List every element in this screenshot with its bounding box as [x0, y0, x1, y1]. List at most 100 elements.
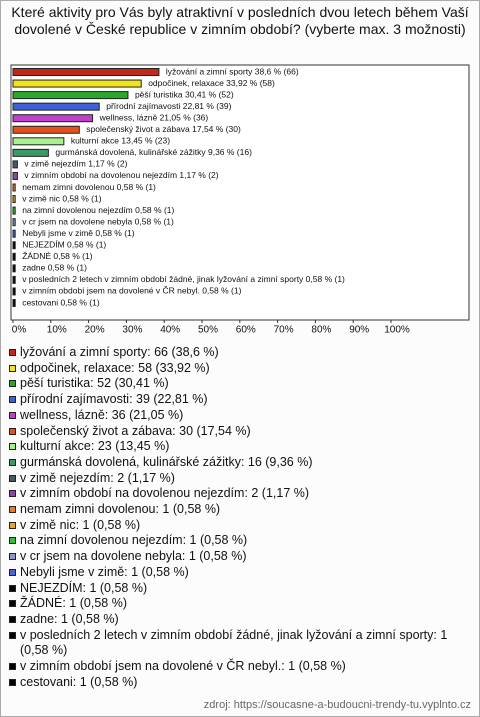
x-tick-label: 80%: [311, 325, 331, 336]
value-label: v zimě nejezdím 1,17 % (2): [24, 159, 127, 169]
legend-entry: pěší turistika: 52 (30,41 %): [9, 376, 475, 392]
legend-label: v posledních 2 letech v zimním období žá…: [20, 627, 448, 658]
legend-swatch: [9, 584, 16, 592]
value-label: nemam zimni dovolenou 0,58 % (1): [22, 182, 156, 192]
legend-entry: NEJEZDÍM: 1 (0,58 %): [9, 581, 475, 597]
legend-label: v zimě nejezdím: 2 (1,17 %): [20, 470, 175, 485]
legend-label: ŽÁDNÉ: 1 (0,58 %): [20, 596, 127, 611]
value-label: odpočinek, relaxace 33,92 % (58): [148, 78, 275, 88]
bar: [12, 229, 16, 238]
bar: [12, 68, 160, 76]
bar: [12, 252, 16, 261]
legend-swatch: [9, 521, 16, 529]
legend-entry: na zimní dovolenou nejezdím: 1 (0,58 %): [9, 533, 475, 549]
legend-swatch: [9, 506, 16, 514]
legend-entry: společenský život a zábava: 30 (17,54 %): [9, 424, 475, 440]
bar: [12, 287, 16, 296]
value-label: přírodní zajímavosti 22,81 % (39): [106, 101, 231, 111]
legend-entry: cestovani: 1 (0,58 %): [9, 675, 475, 691]
legend-entry: přírodní zajímavosti: 39 (22,81 %): [9, 392, 475, 408]
legend-swatch: [9, 474, 16, 482]
chart-title: Které aktivity pro Vás byly atraktivní v…: [11, 4, 469, 37]
legend-label: v cr jsem na dovolene nebyla: 1 (0,58 %): [20, 549, 247, 564]
legend-entry: v zimě nic: 1 (0,58 %): [9, 518, 475, 534]
legend-swatch: [9, 427, 16, 435]
legend-swatch: [9, 349, 16, 356]
bar: [12, 218, 16, 227]
value-label: Nebyli jsme v zimě 0,58 % (1): [22, 228, 135, 238]
value-label: společenský život a zábava 17,54 % (30): [86, 124, 241, 134]
legend-swatch: [9, 663, 16, 671]
legend: lyžování a zimní sporty: 66 (38,6 %) odpo…: [9, 345, 475, 690]
legend-swatch: [9, 443, 16, 451]
legend-label: lyžování a zimní sporty: 66 (38,6 %): [20, 345, 219, 359]
legend-label: v zimě nic: 1 (0,58 %): [20, 517, 141, 532]
legend-swatch: [9, 553, 16, 561]
bar: [12, 160, 18, 169]
value-label: na zimní dovolenou nejezdím 0,58 % (1): [22, 205, 174, 215]
value-label: wellness, lázně 21,05 % (36): [99, 112, 209, 122]
legend-label: cestovani: 1 (0,58 %): [20, 674, 138, 689]
legend-label: v zimním období na dovolenou nejezdím: 2…: [20, 486, 310, 501]
value-label: cestovani 0,58 % (1): [22, 297, 100, 307]
bar: [12, 171, 18, 180]
legend-entry: zadne: 1 (0,58 %): [9, 612, 475, 628]
x-tick-label: 30%: [122, 325, 142, 336]
bar: [12, 264, 16, 273]
legend-label: zadne: 1 (0,58 %): [20, 611, 119, 626]
value-label: v zimě nic 0,58 % (1): [22, 193, 102, 203]
legend-entry: lyžování a zimní sporty: 66 (38,6 %): [9, 345, 475, 361]
legend-entry: v cr jsem na dovolene nebyla: 1 (0,58 %): [9, 549, 475, 565]
legend-entry: kulturní akce: 23 (13,45 %): [9, 439, 475, 455]
legend-swatch: [9, 458, 16, 466]
legend-entry: ŽÁDNÉ: 1 (0,58 %): [9, 596, 475, 612]
value-label: v posledních 2 letech v zimním období žá…: [22, 274, 345, 284]
legend-swatch: [9, 411, 16, 419]
value-label: lyžování a zimní sporty 38,6 % (66): [166, 66, 299, 76]
bar: [12, 79, 142, 88]
x-tick-label: 90%: [349, 325, 369, 336]
value-label: ŽÁDNÉ 0,58 % (1): [22, 251, 93, 261]
legend-entry: gurmánská dovolená, kulinářské zážitky: …: [9, 455, 475, 471]
legend-swatch: [9, 537, 16, 545]
legend-entry: v zimním období na dovolenou nejezdím: 2…: [9, 486, 475, 502]
legend-label: Nebyli jsme v zimě: 1 (0,58 %): [20, 564, 189, 579]
value-label: v zimním období jsem na dovolené v ČR ne…: [22, 286, 241, 296]
value-label: zadne 0,58 % (1): [22, 263, 87, 273]
chart: 0% 10% 20% 30% 40% 50% 60% 70% 80% 90% 100% lyžován…: [10, 64, 470, 336]
bar: [12, 125, 80, 134]
legend-label: společenský život a zábava: 30 (17,54 %): [20, 423, 251, 438]
legend-label: gurmánská dovolená, kulinářské zážitky: …: [20, 454, 313, 469]
value-label: gurmánská dovolená, kulinářské zážitky 9…: [55, 147, 252, 157]
bar: [12, 299, 16, 307]
value-label: pěší turistika 30,41 % (52): [135, 89, 234, 99]
legend-entry: odpočinek, relaxace: 58 (33,92 %): [9, 361, 475, 377]
legend-swatch: [9, 600, 16, 608]
x-tick-label: 40%: [160, 325, 180, 336]
legend-label: odpočinek, relaxace: 58 (33,92 %): [20, 360, 210, 375]
legend-swatch: [9, 631, 16, 639]
value-label: v zimním období na dovolenou nejezdím 1,…: [24, 170, 218, 180]
bar: [12, 275, 16, 284]
x-tick-label: 50%: [198, 325, 218, 336]
legend-label: NEJEZDÍM: 1 (0,58 %): [20, 580, 148, 595]
value-label: v cr jsem na dovolene nebyla 0,58 % (1): [22, 216, 174, 226]
legend-entry: v zimě nejezdím: 2 (1,17 %): [9, 471, 475, 487]
bar: [12, 91, 129, 100]
bar: [12, 137, 65, 146]
legend-swatch: [9, 490, 16, 498]
legend-swatch: [9, 678, 16, 686]
bar: [12, 206, 16, 215]
x-tick-label: 0%: [12, 325, 27, 336]
legend-label: kulturní akce: 23 (13,45 %): [20, 439, 170, 454]
bar: [12, 195, 16, 204]
legend-swatch: [9, 380, 16, 388]
legend-entry: Nebyli jsme v zimě: 1 (0,58 %): [9, 565, 475, 581]
legend-entry: v posledních 2 letech v zimním období žá…: [9, 628, 475, 659]
legend-entry: nemam zimni dovolenou: 1 (0,58 %): [9, 502, 475, 518]
value-label: kulturní akce 13,45 % (23): [71, 136, 170, 146]
bar: [12, 114, 94, 123]
legend-swatch: [9, 615, 16, 623]
legend-swatch: [9, 568, 16, 576]
